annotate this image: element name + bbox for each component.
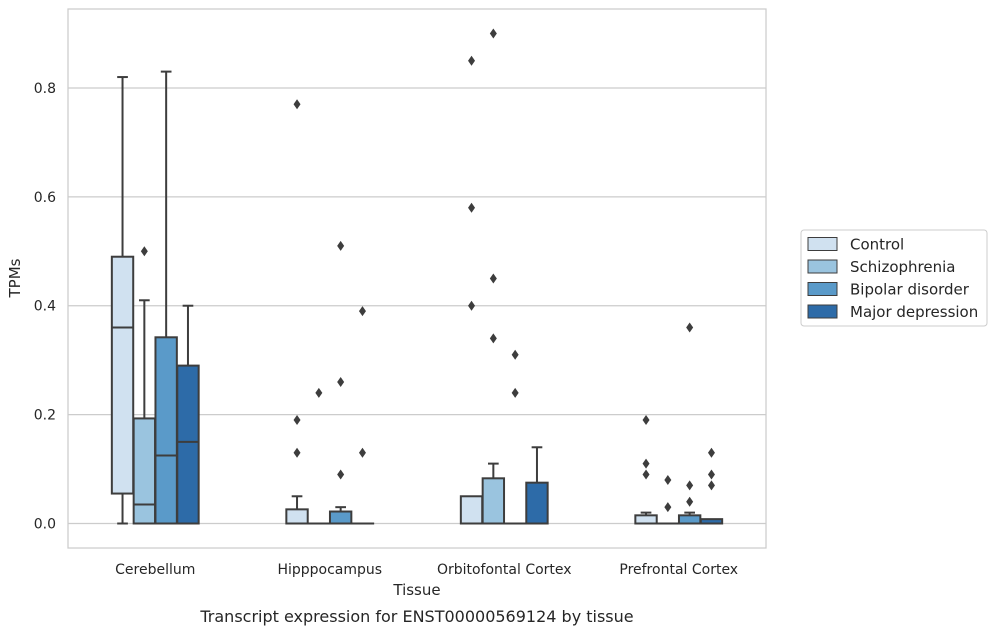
outlier-point — [707, 480, 715, 491]
x-tick-labels: Cerebellum Hipppocampus Orbitofontal Corte… — [115, 562, 738, 578]
box-group — [525, 446, 549, 525]
outlier-point — [707, 447, 715, 458]
box-body — [634, 514, 658, 525]
x-tick-label: Prefrontal Cortex — [619, 562, 738, 578]
legend-frame — [800, 229, 988, 327]
outlier-point — [489, 333, 497, 344]
y-tick-label: 0.2 — [34, 408, 56, 424]
x-tick-label: Orbitofontal Cortex — [437, 562, 572, 578]
outlier-point — [642, 415, 650, 426]
box-group — [154, 70, 178, 525]
outlier-point — [707, 469, 715, 480]
outlier-point — [315, 387, 323, 398]
legend-label: Schizophrenia — [850, 258, 955, 276]
y-tick-labels: 0.0 0.2 0.4 0.6 0.8 — [34, 81, 56, 533]
legend-swatch — [807, 237, 838, 251]
chart-caption: Transcript expression for ENST0000056912… — [199, 607, 633, 626]
outlier-point — [489, 28, 497, 39]
box-body — [459, 495, 484, 525]
box-group — [459, 55, 484, 525]
legend-swatch — [807, 259, 838, 274]
box-group — [328, 240, 353, 525]
box-group — [110, 76, 135, 525]
box-body — [481, 477, 506, 525]
box-group — [176, 304, 200, 525]
box-group — [132, 246, 157, 525]
outlier-point — [511, 349, 519, 360]
outlier-point — [664, 474, 672, 485]
box-body — [328, 510, 353, 525]
legend-label: Control — [850, 236, 904, 254]
box-group — [481, 28, 506, 525]
outlier-point — [337, 376, 345, 387]
box-body — [110, 255, 135, 495]
outlier-point — [337, 469, 345, 480]
legend: Control Schizophrenia Bipolar disorder Majo… — [800, 229, 988, 327]
legend-swatch — [807, 282, 838, 296]
outlier-point — [468, 300, 476, 311]
outlier-point — [337, 240, 345, 251]
box-group — [503, 349, 527, 525]
y-tick-label: 0.8 — [34, 81, 56, 97]
outlier-point — [686, 496, 694, 507]
outlier-point — [293, 415, 301, 426]
box-body — [677, 514, 702, 525]
legend-swatch — [807, 304, 838, 319]
outlier-point — [642, 458, 650, 469]
y-tick-label: 0.0 — [34, 517, 56, 533]
y-axis-label: TPMs — [6, 258, 24, 298]
outlier-point — [511, 387, 519, 398]
outlier-point — [642, 469, 650, 480]
outlier-point — [358, 447, 366, 458]
box-group — [285, 99, 309, 525]
box-body — [525, 481, 549, 525]
boxes-layer — [110, 28, 724, 525]
outlier-point — [293, 99, 301, 110]
legend-label: Bipolar disorder — [850, 281, 970, 299]
outlier-point — [140, 246, 148, 257]
outlier-point — [293, 447, 301, 458]
plot-frame — [67, 8, 767, 549]
x-tick-label: Hipppocampus — [277, 562, 382, 578]
box-body — [132, 417, 157, 525]
legend-label: Major depression — [850, 303, 978, 321]
outlier-point — [686, 480, 694, 491]
box-group — [307, 387, 331, 525]
outlier-point — [686, 322, 694, 333]
x-axis-label: Tissue — [392, 581, 440, 599]
outlier-point — [468, 55, 476, 66]
x-tick-label: Cerebellum — [115, 562, 195, 578]
outlier-point — [468, 202, 476, 213]
outlier-point — [489, 273, 497, 284]
box-group — [634, 415, 658, 525]
y-tick-label: 0.6 — [34, 190, 56, 206]
box-group — [699, 447, 724, 525]
box-group — [350, 306, 375, 525]
outlier-point — [358, 306, 366, 317]
y-tick-label: 0.4 — [34, 299, 56, 315]
box-body — [285, 508, 309, 525]
box-body — [176, 364, 200, 525]
box-group — [677, 322, 702, 525]
box-body — [154, 336, 178, 525]
box-group — [656, 474, 680, 525]
outlier-point — [664, 502, 672, 513]
